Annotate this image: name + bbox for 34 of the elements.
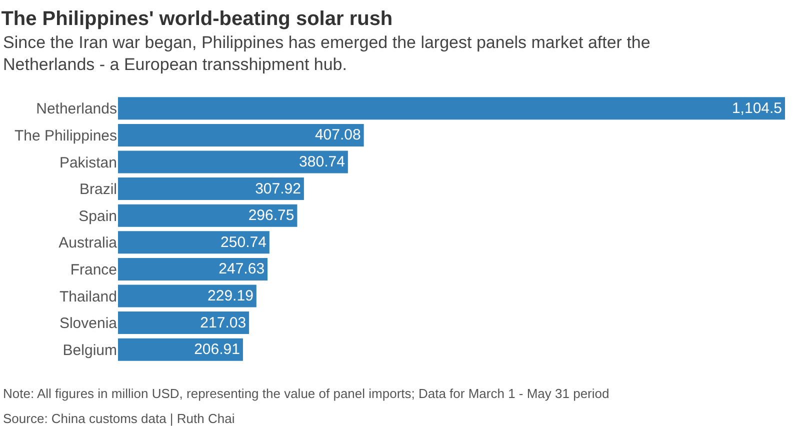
data-label: 250.74 [220, 234, 266, 251]
y-tick-label: Netherlands [36, 100, 117, 118]
bar [118, 258, 268, 280]
y-tick-label: Brazil [79, 181, 117, 198]
bar [118, 150, 348, 174]
data-label: 307.92 [255, 180, 301, 198]
data-label: 247.63 [218, 260, 265, 278]
y-tick-label: Australia [58, 234, 118, 252]
chart-subtitle: Since the Iran war began, Philippines has emerged the largest panels market after the Netherlands - a European transshipment hub. [3, 33, 650, 74]
data-label: 380.74 [299, 154, 345, 170]
data-label: 217.03 [200, 314, 246, 332]
bar [118, 284, 256, 308]
y-tick-label: The Philippines [14, 127, 117, 144]
data-label: 296.75 [248, 207, 294, 224]
bar [118, 338, 243, 361]
y-tick-label: Slovenia [59, 315, 118, 332]
bar [118, 178, 304, 200]
bar [118, 124, 364, 146]
y-tick-label: Pakistan [59, 154, 117, 172]
text: Note: All figures in million USD, representing the value of panel imports; Data for March 1 - May 31 period [3, 386, 610, 401]
y-tick-label: Belgium [62, 342, 117, 359]
data-label: 1,104.5 [732, 100, 782, 117]
chart-title: The Philippines' world-beating solar rush [1, 8, 393, 30]
data-label: 206.91 [194, 341, 240, 358]
bar [118, 312, 250, 334]
bar [118, 204, 298, 227]
y-tick-label: Thailand [59, 288, 117, 306]
y-tick-label: Spain [78, 208, 117, 225]
data-label: 229.19 [208, 288, 254, 304]
data-label: 407.08 [314, 126, 361, 144]
source-note: Source: China customs data | Ruth Chai [3, 411, 235, 426]
bar [118, 231, 270, 254]
y-tick-label: France [70, 261, 117, 278]
bar [118, 97, 785, 120]
